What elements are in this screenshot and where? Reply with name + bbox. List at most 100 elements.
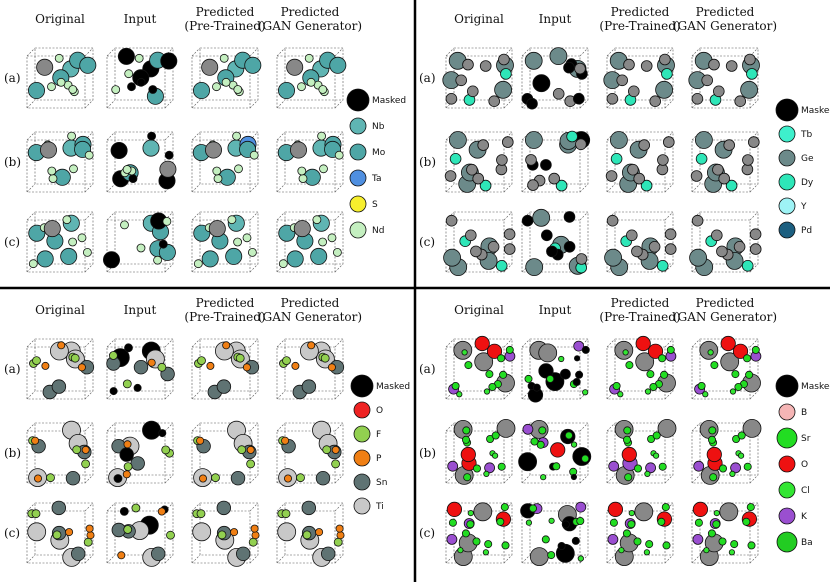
atom: [315, 470, 331, 486]
atom: [109, 351, 118, 360]
atom: [658, 354, 667, 363]
atom: [524, 51, 543, 70]
atom: [626, 229, 638, 242]
atom: [518, 452, 537, 472]
atom: [744, 53, 756, 66]
atom: [336, 531, 345, 540]
atom: [119, 506, 129, 516]
atom: [227, 215, 237, 225]
atom: [747, 136, 760, 148]
atom: [333, 537, 343, 547]
atom: [491, 431, 500, 440]
atom: [456, 391, 463, 398]
column-header-1: Input: [539, 12, 572, 26]
atom: [746, 68, 758, 80]
column-header-2-line1: Predicted: [196, 5, 255, 19]
atom: [474, 335, 490, 352]
column-header-2-line1: Predicted: [196, 296, 255, 310]
atom: [540, 474, 547, 481]
structure-0-0: [445, 335, 516, 400]
atom: [331, 445, 340, 454]
atom: [211, 473, 220, 483]
atom: [451, 382, 460, 391]
atom: [466, 520, 475, 529]
atom: [546, 374, 555, 383]
atom: [497, 354, 506, 363]
atom: [647, 434, 656, 443]
column-header-1: Input: [124, 303, 157, 317]
structure-2-3: [276, 500, 345, 567]
atom: [644, 388, 652, 395]
atom: [123, 440, 132, 449]
atom: [740, 80, 759, 99]
atom: [612, 382, 621, 391]
atom: [605, 170, 618, 182]
panel-top-left: Original Input Predicted(Pre-Trained)Predi…: [4, 5, 406, 273]
legend-label-3: Dy: [801, 178, 814, 188]
atom: [609, 518, 618, 527]
atom: [219, 53, 229, 63]
atom: [246, 445, 255, 454]
structure-0-0: [26, 338, 95, 400]
atom: [83, 247, 92, 257]
atom: [77, 363, 86, 372]
structure-0-3: [688, 47, 760, 109]
structure-2-2: [191, 211, 259, 273]
row-label-0: (a): [419, 71, 436, 85]
legend: Masked Nb Mo Ta S Nd: [346, 88, 406, 239]
legend-swatch-0: [350, 374, 374, 398]
atom: [310, 247, 328, 265]
atom: [297, 82, 306, 92]
atom: [161, 445, 171, 455]
atom: [68, 85, 78, 94]
atom: [233, 237, 243, 247]
atom: [627, 520, 636, 529]
atom: [461, 529, 470, 538]
atom: [575, 370, 584, 379]
atom: [734, 383, 743, 392]
column-header-3-line2: (GAN Generator): [258, 19, 362, 33]
atom: [36, 250, 54, 268]
atom: [147, 358, 156, 367]
atom: [142, 139, 160, 157]
atom: [496, 517, 505, 526]
atom: [27, 522, 47, 542]
atom: [749, 243, 762, 255]
atom: [65, 528, 74, 537]
column-header-3-line1: Predicted: [281, 296, 340, 310]
structure-2-1: [521, 208, 589, 277]
column-header-0: Original: [35, 12, 85, 26]
atom: [616, 74, 629, 87]
atom: [505, 345, 514, 354]
atom: [281, 436, 290, 445]
atom: [136, 77, 146, 87]
legend-swatch-5: [778, 221, 796, 239]
atom: [732, 434, 741, 443]
atom: [27, 82, 46, 100]
structure-1-3: [691, 418, 762, 485]
atom: [716, 245, 728, 258]
structure-1-1: [106, 420, 174, 488]
atom: [315, 528, 324, 537]
legend-label-0: Masked: [372, 96, 406, 106]
atom: [479, 60, 492, 72]
atom: [628, 85, 640, 98]
atom: [741, 259, 754, 272]
atom: [31, 509, 41, 519]
row-label-1: (b): [4, 155, 21, 169]
atom: [327, 363, 336, 372]
atom: [484, 540, 493, 549]
atom: [574, 62, 586, 75]
atom: [655, 80, 674, 99]
atom: [649, 383, 658, 392]
column-header-2-line2: (Pre-Trained): [599, 19, 680, 33]
atom: [503, 243, 516, 255]
atom: [133, 383, 142, 392]
atom: [661, 503, 670, 512]
atom: [216, 500, 232, 516]
atom: [130, 456, 145, 471]
atom: [532, 74, 551, 93]
atom: [281, 509, 291, 519]
atom: [250, 524, 259, 533]
